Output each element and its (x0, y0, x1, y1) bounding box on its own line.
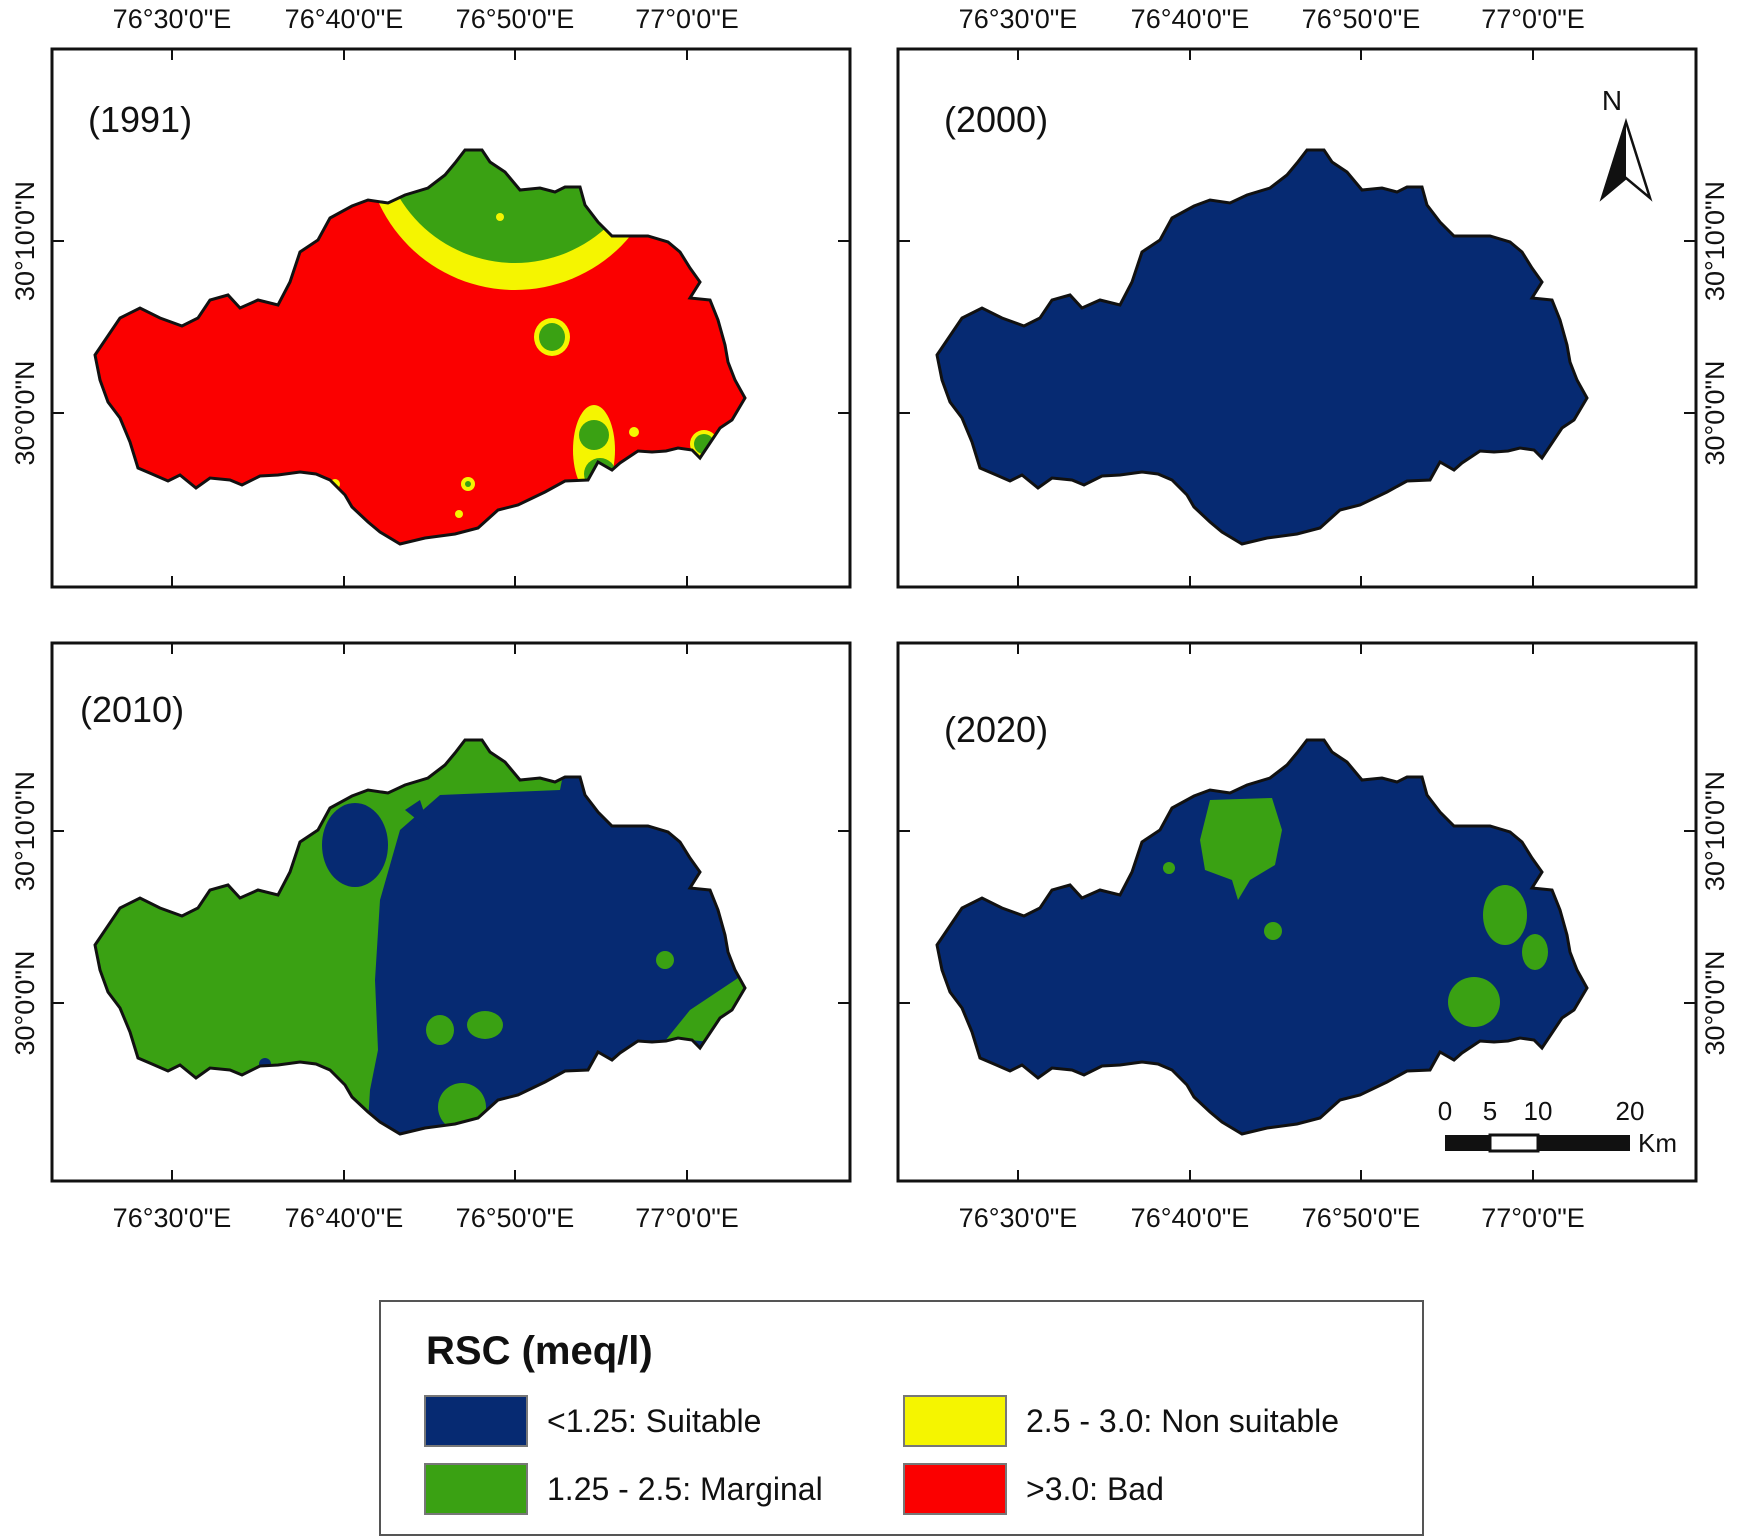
legend-label: 2.5 - 3.0: Non suitable (1026, 1403, 1339, 1439)
longitude-tick-label: 77°0'0"E (1481, 4, 1585, 34)
north-label: N (1602, 85, 1622, 116)
year-label: (2000) (944, 99, 1048, 140)
legend-title: RSC (meq/l) (426, 1329, 653, 1373)
latitude-tick-label: 30°0'0"N (10, 360, 40, 465)
longitude-tick-label: 76°30'0"E (959, 4, 1078, 34)
latitude-tick-label: 30°0'0"N (1700, 950, 1730, 1055)
year-label: (2010) (80, 689, 184, 730)
scale-segment (1488, 1133, 1540, 1153)
latitude-tick-label: 30°10'0"N (1700, 771, 1730, 891)
map-panel-2010: (2010) (50, 641, 852, 1183)
marginal-patch (1264, 922, 1282, 940)
map-ticks (52, 643, 850, 1181)
map-frame (50, 641, 852, 1183)
north-arrow: N (1599, 85, 1653, 202)
scale-segment (1538, 1135, 1630, 1151)
scale-bar: 0 5 10 20 Km (1438, 1096, 1677, 1158)
map-frame (896, 47, 1698, 589)
scale-tick-label: 20 (1616, 1096, 1645, 1126)
scale-tick-label: 5 (1483, 1096, 1497, 1126)
map-ticks (52, 49, 850, 587)
longitude-tick-label: 76°40'0"E (285, 4, 404, 34)
year-label: (1991) (88, 99, 192, 140)
suitable-zone (935, 148, 1589, 546)
legend-swatch-marginal (424, 1463, 528, 1515)
marginal-patch (539, 323, 565, 351)
year-label: (2020) (944, 709, 1048, 750)
longitude-tick-label: 77°0'0"E (635, 4, 739, 34)
marginal-patch (949, 1031, 961, 1043)
legend-label: 1.25 - 2.5: Marginal (547, 1471, 823, 1507)
legend-box (379, 1300, 1424, 1536)
suitable-patch (405, 800, 430, 830)
latitude-tick-label: 30°10'0"N (1700, 181, 1730, 301)
marginal-patch (656, 951, 674, 969)
map-panel-2000: (2000) N (896, 47, 1698, 589)
map-panel-1991: (1991) (50, 47, 852, 589)
legend: RSC (meq/l) <1.25: Suitable 1.25 - 2.5: … (379, 1300, 1424, 1536)
marginal-zone (380, 150, 650, 263)
marginal-patch (1448, 977, 1500, 1027)
scale-tick-label: 10 (1524, 1096, 1553, 1126)
legend-swatch-bad (903, 1463, 1007, 1515)
longitude-tick-label: 76°50'0"E (1302, 1203, 1421, 1233)
scale-unit: Km (1638, 1128, 1677, 1158)
non-suitable-patch (496, 213, 504, 221)
suitable-patch (322, 803, 388, 887)
longitude-tick-label: 76°40'0"E (285, 1203, 404, 1233)
non-suitable-patch (455, 510, 463, 518)
map-panel-2020: (2020) 0 5 10 20 Km (896, 641, 1698, 1183)
longitude-labels-bottom: 76°30'0"E 76°40'0"E 76°50'0"E 77°0'0"E 7… (113, 1203, 1585, 1233)
longitude-tick-label: 76°30'0"E (113, 4, 232, 34)
longitude-tick-label: 76°30'0"E (959, 1203, 1078, 1233)
suitable-patch (738, 960, 745, 1035)
map-ticks (898, 49, 1696, 587)
legend-swatch-non-suitable (903, 1395, 1007, 1447)
longitude-tick-label: 77°0'0"E (1481, 1203, 1585, 1233)
latitude-tick-label: 30°0'0"N (1700, 360, 1730, 465)
latitude-tick-label: 30°0'0"N (10, 950, 40, 1055)
map-frame (896, 641, 1698, 1183)
legend-label: >3.0: Bad (1026, 1471, 1164, 1507)
marginal-patch (1483, 885, 1527, 945)
longitude-tick-label: 76°50'0"E (456, 1203, 575, 1233)
marginal-patch (1590, 1005, 1598, 1013)
map-ticks (898, 643, 1696, 1181)
latitude-tick-label: 30°10'0"N (10, 771, 40, 891)
longitude-tick-label: 76°50'0"E (456, 4, 575, 34)
marginal-patch (465, 481, 471, 487)
longitude-tick-label: 76°30'0"E (113, 1203, 232, 1233)
map-frame (50, 47, 852, 589)
scale-tick-label: 0 (1438, 1096, 1452, 1126)
marginal-patch (426, 1015, 454, 1045)
marginal-patch (1522, 934, 1548, 970)
longitude-tick-label: 76°40'0"E (1131, 1203, 1250, 1233)
rsc-zones-1991 (95, 150, 745, 544)
legend-label: <1.25: Suitable (547, 1403, 761, 1439)
longitude-labels-top: 76°30'0"E 76°40'0"E 76°50'0"E 77°0'0"E 7… (113, 4, 1585, 34)
latitude-tick-label: 30°10'0"N (10, 181, 40, 301)
north-arrow-half-icon (1602, 122, 1626, 198)
non-suitable-patch (629, 427, 639, 437)
marginal-patch (579, 420, 609, 450)
longitude-tick-label: 76°40'0"E (1131, 4, 1250, 34)
marginal-patch (1345, 740, 1371, 760)
marginal-patch (1163, 862, 1175, 874)
latitude-labels: 30°10'0"N 30°0'0"N 30°10'0"N 30°0'0"N 30… (10, 181, 1730, 1056)
legend-swatch-suitable (424, 1395, 528, 1447)
scale-segment (1445, 1135, 1490, 1151)
longitude-tick-label: 76°50'0"E (1302, 4, 1421, 34)
marginal-patch (1200, 798, 1282, 900)
longitude-tick-label: 77°0'0"E (635, 1203, 739, 1233)
marginal-patch (467, 1011, 503, 1039)
